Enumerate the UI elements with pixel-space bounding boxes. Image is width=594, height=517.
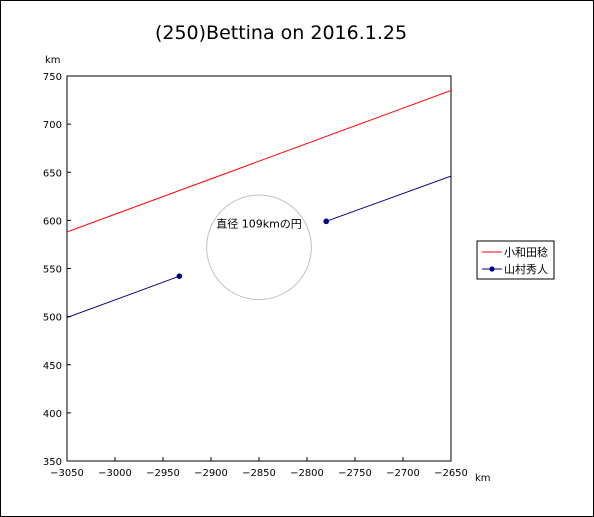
- circle-label: 直径 109kmの円: [216, 216, 302, 230]
- x-tick-label: −3000: [98, 468, 132, 479]
- y-tick-label: 700: [43, 120, 62, 131]
- x-tick-label: −2650: [434, 468, 468, 479]
- x-tick-label: −2700: [386, 468, 420, 479]
- legend-label-series-2: 山村秀人: [504, 262, 548, 276]
- series-line-2: [67, 275, 180, 319]
- x-tick-label: −2950: [146, 468, 180, 479]
- y-tick-label: 600: [43, 216, 62, 227]
- x-tick-label: −2800: [290, 468, 324, 479]
- x-axis-label: km: [475, 473, 491, 484]
- series-group: [67, 89, 451, 319]
- y-tick-label: 550: [43, 265, 62, 276]
- legend-box: [476, 240, 555, 280]
- x-axis: −3050 −3000 −2950 −2900 −2850 −2800 −2750 −2700…: [50, 457, 468, 479]
- series-line-1: [67, 89, 451, 233]
- y-tick-label: 450: [43, 361, 62, 372]
- x-tick-label: −2900: [194, 468, 228, 479]
- legend-label-series-1: 小和田稔: [504, 245, 548, 259]
- series-point-2: [176, 273, 183, 280]
- x-tick-label: −3050: [50, 468, 84, 479]
- x-tick-label: −2750: [338, 468, 372, 479]
- y-tick-label: 650: [43, 168, 62, 179]
- y-tick-label: 350: [43, 457, 62, 468]
- y-tick-label: 500: [43, 313, 62, 324]
- y-tick-label: 750: [43, 72, 62, 83]
- legend-marker-series-2: [489, 266, 495, 272]
- y-axis: 350 400 450 500 550 600 650 700 750: [43, 72, 71, 468]
- chart-title: (250)Bettina on 2016.1.25: [155, 22, 407, 44]
- series-point-2: [323, 218, 330, 225]
- circle-group: 直径 109kmの円: [206, 194, 312, 301]
- series-line-2: [326, 175, 451, 222]
- diameter-circle: [206, 194, 312, 301]
- plot-area: [66, 75, 452, 462]
- x-tick-label: −2850: [242, 468, 276, 479]
- y-tick-label: 400: [43, 409, 62, 420]
- y-axis-label: km: [45, 55, 61, 66]
- legend: 小和田稔 山村秀人: [476, 240, 555, 280]
